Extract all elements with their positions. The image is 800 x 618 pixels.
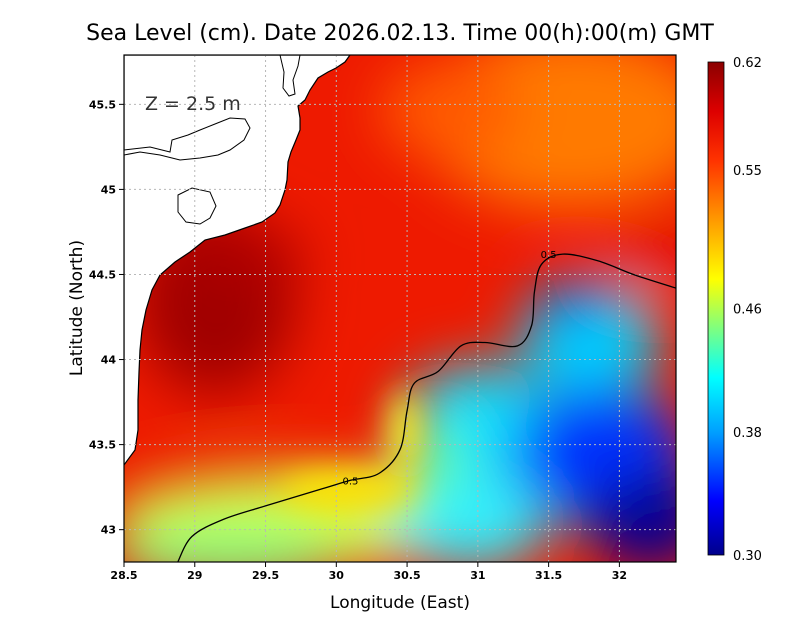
y-tick-label: 45.5 bbox=[89, 98, 116, 111]
colorbar-tick-label: 0.30 bbox=[733, 549, 762, 564]
field-yellow-band bbox=[280, 472, 420, 508]
field-blue-eddy bbox=[540, 280, 610, 330]
plot-frame bbox=[123, 54, 677, 563]
depth-label: Z = 2.5 m bbox=[145, 93, 241, 115]
field-orange-n bbox=[380, 60, 520, 160]
field-darkred-nw bbox=[185, 225, 305, 285]
field-colors bbox=[124, 55, 676, 562]
x-tick-label: 31.5 bbox=[535, 569, 562, 582]
y-axis-ticks: 43 43.5 44 44.5 45 45.5 bbox=[89, 98, 124, 537]
x-tick-label: 30 bbox=[329, 569, 345, 582]
grid bbox=[124, 55, 676, 562]
colorbar-tick-label: 0.62 bbox=[733, 56, 762, 71]
colorbar-ticks: 0.30 0.38 0.46 0.55 0.62 bbox=[733, 56, 762, 564]
colorbar-tick-label: 0.46 bbox=[733, 303, 762, 318]
y-tick-label: 45 bbox=[101, 183, 116, 196]
colorbar bbox=[707, 61, 725, 556]
x-tick-label: 31 bbox=[470, 569, 485, 582]
field-navy-se bbox=[590, 470, 676, 562]
colorbar-tick-label: 0.38 bbox=[733, 426, 762, 441]
y-tick-label: 44.5 bbox=[89, 268, 116, 281]
contour-0-5 bbox=[177, 253, 676, 562]
contour-label: 0.5 bbox=[343, 476, 359, 487]
y-tick-label: 44 bbox=[101, 354, 117, 367]
field-green-s bbox=[124, 525, 350, 562]
contour-label: 0.5 bbox=[541, 250, 557, 261]
sea-level-field: 0.5 0.5 Z = 2.5 m bbox=[124, 55, 676, 562]
x-tick-label: 28.5 bbox=[110, 569, 137, 582]
x-tick-label: 30.5 bbox=[394, 569, 421, 582]
x-tick-label: 32 bbox=[612, 569, 627, 582]
x-tick-label: 29 bbox=[187, 569, 202, 582]
contour-labels: 0.5 0.5 bbox=[343, 250, 557, 487]
x-axis-label: Longitude (East) bbox=[330, 593, 470, 613]
field-red-e bbox=[610, 230, 676, 280]
colorbar-tick-label: 0.55 bbox=[733, 164, 762, 179]
land-lagoon bbox=[279, 55, 301, 97]
land-island-1 bbox=[177, 187, 217, 225]
chart-title: Sea Level (cm). Date 2026.02.13. Time 00… bbox=[86, 21, 714, 46]
x-tick-label: 29.5 bbox=[252, 569, 279, 582]
y-axis-label: Latitude (North) bbox=[67, 240, 87, 376]
y-tick-label: 43 bbox=[101, 524, 116, 537]
land-island-2 bbox=[124, 117, 251, 161]
y-tick-label: 43.5 bbox=[89, 439, 116, 452]
x-axis-ticks: 28.5 29 29.5 30 30.5 31 31.5 32 bbox=[110, 562, 627, 582]
